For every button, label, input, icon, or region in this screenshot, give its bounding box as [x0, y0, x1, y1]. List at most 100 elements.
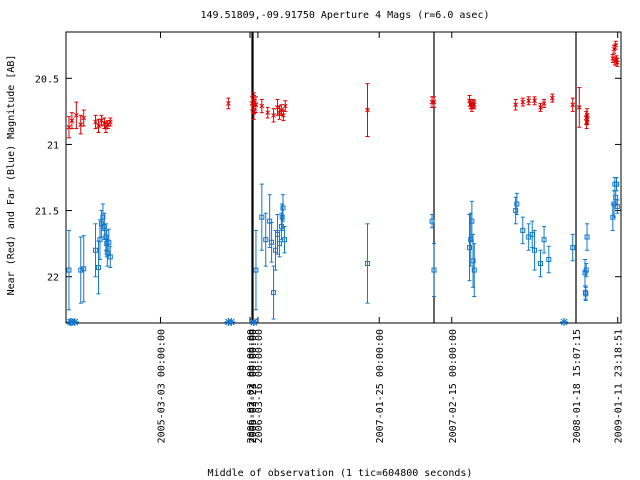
point-marker	[66, 124, 72, 130]
x-tick-label: 2006-02-02 00:00:00	[246, 329, 257, 443]
point-marker	[267, 218, 273, 224]
data-point	[66, 116, 72, 139]
point-marker	[101, 223, 107, 229]
point-marker	[429, 218, 435, 224]
y-tick-label: 21.5	[35, 207, 59, 218]
point-marker	[107, 119, 113, 125]
data-point	[613, 40, 619, 50]
data-point	[265, 106, 271, 119]
point-marker	[546, 257, 552, 263]
x-tick-label: 2006-03-16 00:00:00	[254, 329, 265, 443]
data-point	[271, 108, 276, 123]
data-point	[78, 114, 84, 135]
marker-stroke	[227, 318, 235, 326]
point-marker	[279, 214, 285, 220]
point-marker	[95, 264, 101, 270]
data-point	[81, 109, 87, 127]
point-marker	[259, 214, 265, 220]
data-point	[73, 101, 79, 130]
point-marker	[271, 112, 276, 118]
point-marker	[541, 237, 547, 243]
data-point	[78, 236, 84, 304]
x-tick-label: 2007-01-25 00:00:00	[375, 329, 386, 443]
marker-stroke	[250, 318, 258, 326]
upper-limit-marker	[227, 318, 236, 326]
point-marker	[98, 221, 104, 227]
data-point	[471, 100, 477, 110]
data-point	[263, 212, 269, 267]
data-point	[259, 98, 265, 114]
data-point	[282, 225, 288, 254]
x-axis: 2005-03-03 00:00:00 2005-03-24 00:00:0020…	[156, 32, 625, 443]
point-marker	[520, 227, 526, 233]
point-marker	[549, 95, 555, 101]
data-point	[280, 194, 286, 222]
x-tick-label: 2009-01-11 23:18:51	[614, 329, 625, 443]
point-marker	[69, 118, 75, 123]
series-far-blue	[66, 177, 620, 320]
point-marker	[93, 247, 99, 253]
data-point	[570, 233, 576, 262]
segment-dividers	[251, 32, 577, 323]
point-marker	[532, 98, 537, 104]
marker-stroke	[71, 318, 79, 326]
data-point	[585, 113, 590, 126]
data-point	[520, 97, 526, 107]
data-point	[526, 96, 532, 106]
point-marker	[93, 119, 98, 125]
y-tick-label: 21	[47, 140, 59, 151]
point-marker	[570, 245, 576, 251]
y-axis: 20.5 21 21.5 22	[35, 74, 621, 284]
point-marker	[584, 234, 590, 240]
point-marker	[570, 102, 576, 108]
data-point	[576, 87, 582, 128]
data-point	[520, 216, 526, 245]
data-point	[583, 286, 589, 302]
x-tick-label: 2005-03-03 00:00:00	[156, 329, 167, 443]
point-marker	[532, 247, 538, 253]
point-marker	[81, 266, 87, 272]
chart-title: 149.51809,-09.91750 Aperture 4 Mags (r=6…	[201, 10, 490, 21]
point-marker	[582, 270, 588, 276]
upper-limit-marker	[70, 318, 79, 326]
data-point	[431, 96, 437, 108]
data-point	[267, 194, 273, 249]
point-marker	[365, 107, 370, 113]
data-point	[279, 203, 285, 231]
data-point	[93, 223, 99, 278]
point-marker	[107, 254, 113, 260]
data-point	[583, 262, 589, 278]
point-marker	[431, 99, 437, 105]
point-marker	[538, 260, 543, 266]
upper-limit-marker	[560, 318, 569, 326]
point-marker	[614, 181, 619, 187]
point-marker	[471, 267, 477, 273]
point-marker	[78, 122, 84, 127]
point-marker	[526, 234, 532, 240]
data-point	[614, 199, 620, 214]
point-marker	[271, 290, 277, 296]
y-tick-label: 20.5	[35, 74, 59, 85]
data-point	[259, 183, 265, 251]
point-marker	[269, 239, 275, 245]
point-marker	[613, 42, 619, 48]
x-tick-label: 2005-03-24 00:00:00	[248, 329, 259, 443]
point-marker	[104, 250, 110, 256]
data-point	[526, 223, 532, 251]
point-marker	[467, 245, 472, 251]
point-marker	[251, 109, 257, 114]
data-point	[471, 243, 477, 298]
point-marker	[613, 194, 619, 200]
data-point	[365, 83, 370, 137]
data-point	[541, 225, 547, 254]
point-marker	[429, 99, 435, 105]
point-marker	[251, 98, 257, 104]
point-marker	[265, 110, 271, 116]
point-marker	[614, 60, 620, 65]
point-marker	[526, 98, 532, 104]
point-marker	[576, 105, 582, 110]
point-marker	[513, 208, 519, 214]
point-marker	[106, 239, 112, 245]
point-marker	[583, 291, 589, 297]
